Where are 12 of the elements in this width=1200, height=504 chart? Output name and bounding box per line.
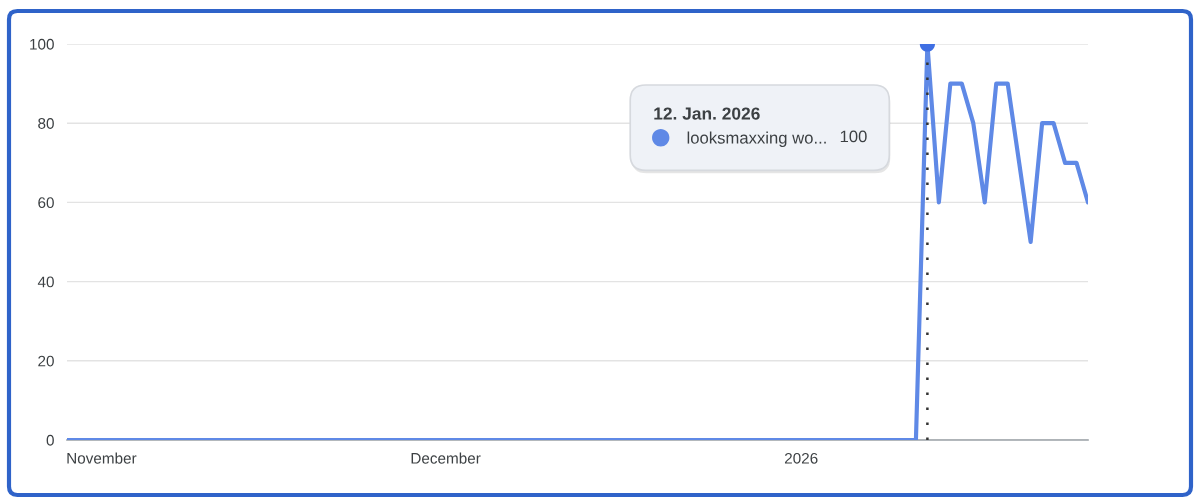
y-tick-label: 60 (38, 197, 54, 209)
legend-title: 12. Jan. 2026 (654, 107, 760, 120)
y-tick-label: 80 (38, 118, 54, 129)
x-tick-label: 2026 (784, 452, 818, 464)
y-tick-label: 40 (37, 276, 54, 288)
x-tick-label: December (411, 452, 481, 464)
y-tick-label: 20 (38, 355, 54, 367)
annotation: 100 (840, 130, 867, 143)
legend-label: looksmaxxing wo... (687, 131, 826, 148)
x-tick-label: November (67, 452, 137, 464)
y-tick-label: 0 (46, 434, 54, 446)
y-tick-label: 100 (30, 38, 54, 50)
